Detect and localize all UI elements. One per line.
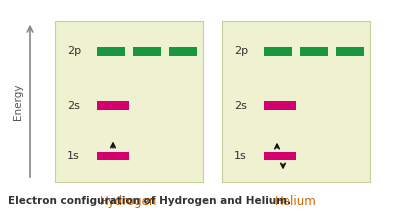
Text: 2s: 2s — [234, 101, 247, 111]
Bar — [264, 102, 296, 110]
Bar — [55, 21, 203, 182]
Bar — [97, 102, 129, 110]
Bar — [133, 47, 161, 56]
Bar — [97, 47, 125, 56]
Text: 1s: 1s — [234, 151, 247, 161]
Text: 1s: 1s — [67, 151, 80, 161]
Text: 2p: 2p — [67, 46, 81, 56]
Text: 2p: 2p — [234, 46, 248, 56]
Text: Hydrogen: Hydrogen — [100, 195, 158, 208]
Bar — [300, 47, 328, 56]
Text: Electron configuration of Hydrogen and Helium.: Electron configuration of Hydrogen and H… — [8, 196, 291, 207]
Bar — [336, 47, 364, 56]
Text: Helium: Helium — [275, 195, 317, 208]
Bar — [169, 47, 197, 56]
Text: Energy: Energy — [13, 83, 23, 120]
Bar — [264, 47, 292, 56]
Text: 2s: 2s — [67, 101, 80, 111]
Bar — [97, 152, 129, 160]
Bar — [264, 152, 296, 160]
Bar — [222, 21, 370, 182]
